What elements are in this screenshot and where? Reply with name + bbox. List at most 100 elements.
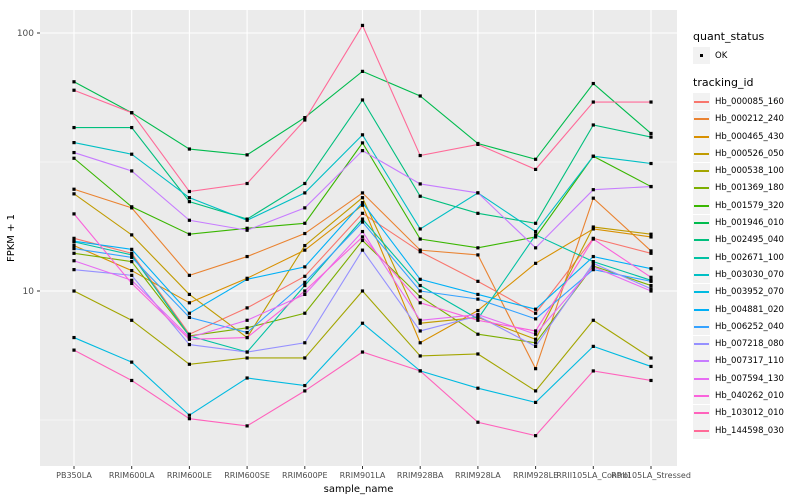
series-color-line-icon xyxy=(694,204,709,207)
data-point xyxy=(360,133,365,137)
data-point xyxy=(130,378,134,383)
data-point xyxy=(534,400,538,405)
x-tick-label: RRIM600PE xyxy=(282,471,328,480)
data-point xyxy=(187,292,191,297)
legend-key-box xyxy=(693,128,710,146)
data-point xyxy=(591,237,595,241)
data-point xyxy=(187,273,191,277)
data-point xyxy=(130,205,134,209)
data-point xyxy=(360,217,365,221)
data-point xyxy=(418,237,422,241)
data-point xyxy=(591,254,595,259)
legend-entry: Hb_007317_110 xyxy=(693,352,799,370)
legend-entry: Hb_000526_050 xyxy=(693,145,799,163)
data-point xyxy=(72,141,76,145)
data-point xyxy=(303,356,307,360)
legend-key-box xyxy=(693,387,710,405)
series-color-line-icon xyxy=(694,118,709,121)
data-point xyxy=(245,153,249,157)
data-point xyxy=(303,341,307,345)
data-point xyxy=(418,227,422,231)
legend-entry: Hb_006252_040 xyxy=(693,318,799,336)
legend-title-tracking-id: tracking_id xyxy=(693,76,754,90)
data-point xyxy=(72,187,76,191)
data-point xyxy=(534,235,538,239)
data-point xyxy=(649,235,653,239)
data-point xyxy=(534,329,538,333)
legend-key-box xyxy=(693,404,710,422)
data-point xyxy=(72,348,76,352)
data-point xyxy=(476,142,480,147)
legend-entry: Hb_001369_180 xyxy=(693,179,799,197)
data-point xyxy=(245,356,249,360)
data-point xyxy=(360,220,365,224)
data-point xyxy=(360,201,365,205)
legend-entry-label: Hb_007317_110 xyxy=(715,356,784,367)
data-point xyxy=(591,344,595,348)
data-point xyxy=(187,218,191,222)
legend-spacer xyxy=(693,64,799,76)
data-point xyxy=(476,313,480,317)
data-point xyxy=(591,268,595,272)
data-point xyxy=(245,226,249,230)
series-color-line-icon xyxy=(694,135,709,138)
legend-entry: Hb_007594_130 xyxy=(693,370,799,388)
data-point xyxy=(72,236,76,240)
data-point xyxy=(418,289,422,293)
data-point xyxy=(476,420,480,424)
data-point xyxy=(130,273,134,277)
data-point xyxy=(476,352,480,356)
data-point xyxy=(130,169,134,173)
data-point xyxy=(245,254,249,259)
data-point xyxy=(187,147,191,151)
legend-key-box xyxy=(693,231,710,249)
axis-title-y: FPKM + 1 xyxy=(6,214,17,262)
series-color-line-icon xyxy=(694,412,709,415)
legend-entry-label: Hb_000212_240 xyxy=(715,114,784,125)
legend-entry: Hb_144598_030 xyxy=(693,422,799,440)
legend-key-box xyxy=(693,110,710,128)
legend-entry-label: Hb_003030_070 xyxy=(715,269,784,280)
data-point xyxy=(130,125,134,130)
legend-key-box xyxy=(693,249,710,267)
data-point xyxy=(649,267,653,271)
legend-key-box xyxy=(693,283,710,301)
legend-key-box xyxy=(693,93,710,111)
series-color-line-icon xyxy=(694,152,709,155)
data-point xyxy=(72,289,76,293)
data-point xyxy=(130,233,134,237)
data-point xyxy=(476,297,480,301)
legend-key-box xyxy=(693,422,710,440)
data-point xyxy=(591,265,595,269)
legend-entry-label: Hb_006252_040 xyxy=(715,321,784,332)
data-point xyxy=(418,283,422,288)
data-point xyxy=(649,287,653,291)
data-point xyxy=(649,364,653,369)
data-point xyxy=(360,23,365,28)
data-point xyxy=(303,292,307,297)
data-point xyxy=(187,301,191,305)
data-point xyxy=(72,268,76,272)
data-point xyxy=(245,306,249,310)
legend-key-box xyxy=(693,197,710,215)
data-point xyxy=(187,335,191,340)
data-point xyxy=(245,326,249,330)
data-point xyxy=(130,281,134,286)
series-color-line-icon xyxy=(694,377,709,380)
data-point xyxy=(534,332,538,336)
data-point xyxy=(418,301,422,305)
data-point xyxy=(360,321,365,325)
data-point xyxy=(476,318,480,322)
series-color-line-icon xyxy=(694,308,709,311)
legend-entry: Hb_004881_020 xyxy=(693,301,799,318)
x-tick-label: RRIM928BA xyxy=(397,471,444,480)
legend-key-box xyxy=(693,370,710,388)
data-point xyxy=(245,335,249,340)
data-point xyxy=(72,80,76,84)
series-color-line-icon xyxy=(694,291,709,294)
data-point xyxy=(418,329,422,333)
series-color-line-icon xyxy=(694,429,709,432)
data-point xyxy=(187,413,191,417)
data-point xyxy=(187,342,191,347)
